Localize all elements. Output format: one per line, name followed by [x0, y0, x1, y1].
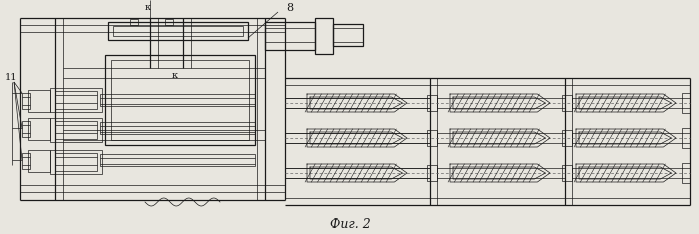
- Bar: [682, 163, 690, 183]
- Bar: [572, 133, 690, 143]
- Bar: [113, 26, 243, 36]
- Bar: [562, 95, 572, 111]
- Bar: [165, 19, 173, 25]
- Bar: [28, 90, 50, 112]
- Bar: [105, 55, 255, 145]
- Bar: [22, 121, 30, 137]
- Bar: [437, 98, 565, 108]
- Text: к: к: [145, 3, 151, 11]
- Bar: [572, 98, 690, 108]
- Bar: [427, 95, 437, 111]
- Bar: [55, 91, 97, 109]
- Bar: [22, 93, 30, 109]
- Bar: [437, 133, 565, 143]
- Bar: [427, 130, 437, 146]
- Bar: [108, 22, 248, 40]
- Bar: [111, 60, 249, 140]
- Bar: [285, 133, 430, 143]
- Bar: [315, 18, 333, 54]
- Text: 8: 8: [287, 3, 294, 13]
- Bar: [100, 94, 255, 106]
- Bar: [682, 128, 690, 148]
- Bar: [50, 150, 102, 174]
- Bar: [55, 121, 97, 139]
- Bar: [437, 168, 565, 178]
- Bar: [100, 154, 255, 166]
- Bar: [28, 118, 50, 140]
- Bar: [50, 88, 102, 112]
- Bar: [285, 98, 430, 108]
- Bar: [562, 130, 572, 146]
- Bar: [562, 165, 572, 181]
- Bar: [22, 153, 30, 169]
- Text: 11: 11: [5, 73, 17, 83]
- Text: Фиг. 2: Фиг. 2: [330, 217, 370, 230]
- Bar: [427, 165, 437, 181]
- Bar: [682, 93, 690, 113]
- Bar: [130, 19, 138, 25]
- Bar: [333, 24, 363, 46]
- Bar: [285, 168, 430, 178]
- Bar: [265, 22, 315, 50]
- Bar: [55, 153, 97, 171]
- Text: к: к: [172, 70, 178, 80]
- Bar: [50, 118, 102, 142]
- Bar: [100, 122, 255, 134]
- Bar: [28, 150, 50, 172]
- Bar: [572, 168, 690, 178]
